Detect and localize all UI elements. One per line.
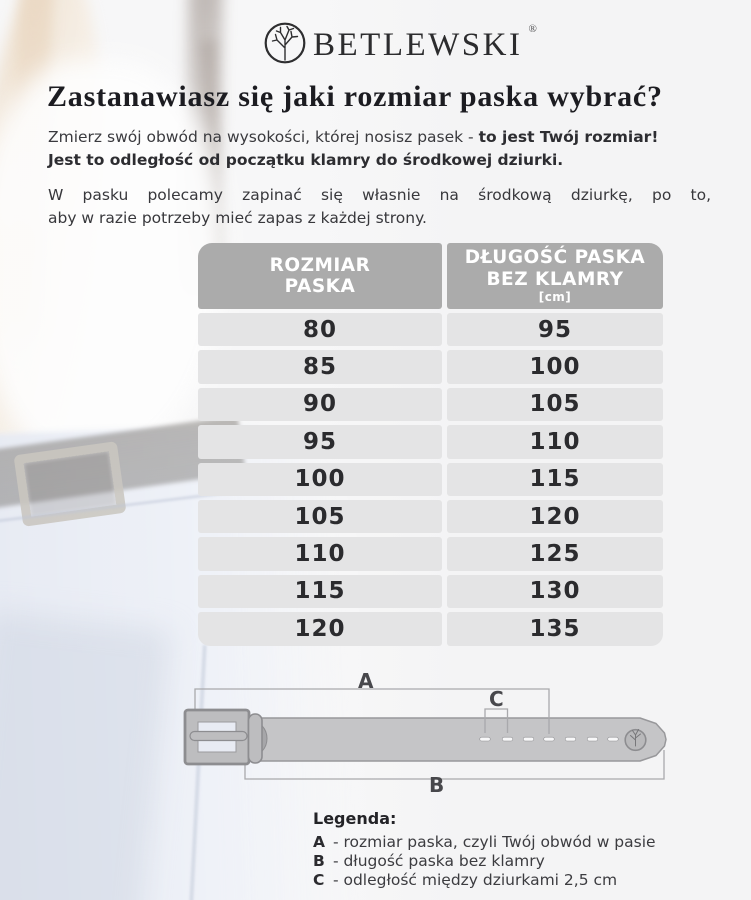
table-cell-length: 110 — [447, 425, 663, 459]
table-cell-length: 120 — [447, 499, 663, 534]
belt-measurement-diagram: A C B — [0, 655, 751, 805]
legend-key-c: C — [313, 871, 325, 889]
diagram-label-a: A — [358, 669, 374, 693]
belt-diagram-svg: A C B — [183, 669, 667, 797]
header-size-line2: PASKA — [284, 276, 356, 297]
table-cell-size: 80 — [198, 313, 442, 347]
header-length-line2: BEZ KLAMRY — [486, 268, 624, 290]
tip-line-1: W pasku polecamy zapinać się własnie na … — [48, 186, 711, 204]
header-length-line1: DŁUGOŚĆ PASKA — [464, 247, 646, 269]
legend-item-b: B - długość paska bez klamry — [313, 852, 656, 871]
photo-worn-buckle — [13, 441, 127, 527]
belt-buckle — [183, 708, 268, 766]
table-cell-size: 85 — [198, 350, 442, 384]
photo-hair-strand — [0, 0, 114, 514]
table-cell-size: 95 — [198, 425, 442, 459]
tip-paragraph: W pasku polecamy zapinać się własnie na … — [48, 184, 711, 230]
table-cell-size: 100 — [198, 462, 442, 496]
legend-desc-c: - odległość między dziurkami 2,5 cm — [332, 871, 618, 889]
table-cell-length: 135 — [447, 612, 663, 646]
table-cell-size: 115 — [198, 574, 442, 609]
photo-arm-tint — [0, 225, 43, 335]
registered-mark: ® — [528, 23, 537, 35]
table-cell-length: 130 — [447, 574, 663, 609]
intro-bold-line: Jest to odległość od początku klamry do … — [48, 151, 564, 169]
table-cell-size: 120 — [198, 612, 442, 646]
tree-in-circle-icon — [263, 21, 307, 69]
table-cell-length: 115 — [447, 462, 663, 496]
page-title: Zastanawiasz się jaki rozmiar paska wybr… — [47, 80, 663, 113]
intro-bold-inline: to jest Twój rozmiar! — [478, 128, 659, 146]
bracket-a — [194, 688, 550, 734]
header-length-unit: [cm] — [538, 290, 572, 304]
legend-title: Legenda: — [313, 809, 397, 828]
legend-item-c: C - odległość między dziurkami 2,5 cm — [313, 871, 656, 890]
table-cell-size: 110 — [198, 537, 442, 571]
size-table: ROZMIAR PASKA DŁUGOŚĆ PASKA BEZ KLAMRY [… — [198, 243, 663, 646]
table-cell-length: 95 — [447, 313, 663, 347]
intro-regular: Zmierz swój obwód na wysokości, której n… — [48, 128, 479, 146]
table-cell-length: 105 — [447, 387, 663, 422]
intro-paragraph: Zmierz swój obwód na wysokości, której n… — [48, 126, 724, 172]
tree-rivet-icon — [624, 728, 647, 752]
table-cell-length: 125 — [447, 537, 663, 571]
legend-key-a: A — [313, 833, 325, 851]
legend: Legenda: A - rozmiar paska, czyli Twój o… — [313, 809, 656, 890]
legend-desc-b: - długość paska bez klamry — [332, 852, 545, 870]
legend-desc-a: - rozmiar paska, czyli Twój obwód w pasi… — [332, 833, 656, 851]
brand-logo: BETLEWSKI ® — [263, 21, 537, 69]
header-size-line1: ROZMIAR — [269, 254, 371, 276]
legend-key-b: B — [313, 852, 325, 870]
tip-line-2: aby w razie potrzeby mieć zapas z każdej… — [48, 209, 427, 227]
bracket-c — [484, 708, 509, 733]
brand-name: BETLEWSKI — [313, 26, 523, 63]
bracket-b — [244, 750, 665, 780]
diagram-label-b: B — [429, 773, 444, 797]
table-cell-size: 90 — [198, 387, 442, 422]
table-header-size: ROZMIAR PASKA — [198, 243, 442, 309]
belt-holes — [479, 736, 619, 742]
diagram-label-c: C — [489, 687, 504, 711]
table-cell-size: 105 — [198, 499, 442, 534]
belt-strap — [255, 717, 667, 762]
photo-white-shirt — [0, 60, 225, 460]
table-header-length: DŁUGOŚĆ PASKA BEZ KLAMRY [cm] — [447, 243, 663, 309]
photo-hair-strand — [0, 0, 55, 451]
legend-item-a: A - rozmiar paska, czyli Twój obwód w pa… — [313, 833, 656, 852]
table-cell-length: 100 — [447, 350, 663, 384]
